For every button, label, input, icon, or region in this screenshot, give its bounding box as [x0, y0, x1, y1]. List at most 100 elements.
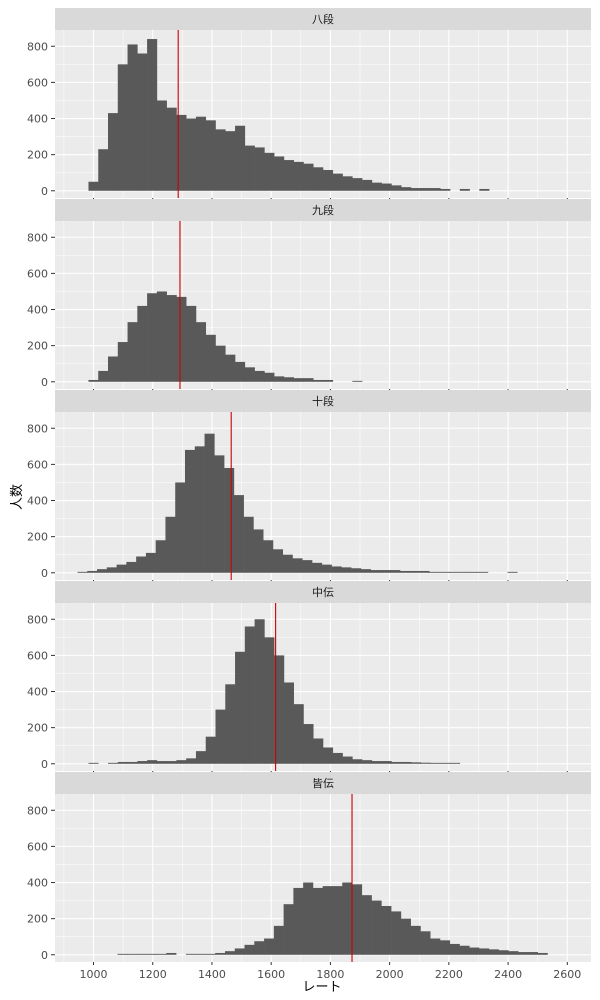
y-tick-label: 600: [27, 840, 48, 853]
histogram-bar: [88, 762, 99, 764]
histogram-bar: [186, 758, 197, 764]
y-tick-label: 0: [41, 567, 48, 580]
histogram-bar: [108, 762, 119, 764]
panels-layer: 八段 0 200 400 600 800 九段 0 200 400 600 800 十段 0 200 400 6…: [27, 8, 591, 965]
histogram-bar: [527, 952, 538, 955]
histogram-bar: [342, 176, 353, 191]
histogram-bar: [117, 64, 128, 191]
histogram-bar: [88, 379, 99, 382]
histogram-bar: [127, 953, 138, 955]
histogram-bar: [244, 626, 255, 764]
facet-strip-label: 八段: [312, 12, 334, 26]
histogram-bar: [283, 160, 294, 191]
histogram-bar: [225, 131, 236, 191]
histogram-bar: [370, 570, 381, 573]
histogram-bars: [77, 433, 518, 573]
x-tick-label: 2400: [494, 968, 522, 981]
histogram-bar: [313, 167, 324, 191]
histogram-bar: [204, 433, 215, 573]
histogram-bar: [147, 760, 158, 764]
histogram-bar: [274, 156, 285, 191]
histogram-bar: [166, 952, 177, 955]
histogram-bar: [399, 570, 411, 573]
histogram-bar: [391, 761, 402, 764]
histogram-bar: [293, 704, 304, 764]
histogram-bar: [137, 761, 148, 764]
y-tick-label: 800: [27, 422, 48, 435]
y-tick-label: 400: [27, 495, 48, 508]
histogram-bar: [449, 943, 460, 955]
histogram-bar: [302, 560, 313, 573]
histogram-bar: [77, 571, 88, 573]
y-axis-title: 人数: [10, 484, 25, 510]
x-tick-label: 1600: [257, 968, 285, 981]
histogram-bar: [323, 379, 334, 382]
x-tick-label: 1400: [198, 968, 226, 981]
histogram-bar: [352, 884, 363, 955]
histogram-bar: [264, 637, 275, 764]
histogram-bar: [323, 747, 334, 764]
histogram-bar: [272, 549, 284, 573]
histogram-bar: [323, 170, 334, 191]
histogram-bar: [381, 761, 392, 764]
y-tick-label: 600: [27, 649, 48, 662]
histogram-bar: [283, 377, 294, 382]
histogram-bar: [459, 188, 470, 191]
histogram-bar: [430, 188, 441, 191]
histogram-bar: [176, 296, 187, 382]
histogram-bar: [254, 370, 265, 382]
y-tick-label: 800: [27, 804, 48, 817]
histogram-bar: [362, 760, 373, 764]
y-tick-label: 200: [27, 531, 48, 544]
facet-strip: [55, 772, 591, 794]
histogram-bar: [263, 540, 274, 573]
histogram-bar: [283, 682, 294, 764]
histogram-bar: [303, 378, 314, 382]
histogram-bar: [165, 516, 176, 573]
histogram-bar: [235, 125, 246, 191]
histogram-bar: [322, 886, 333, 955]
histogram-bar: [332, 173, 343, 191]
histogram-bar: [391, 911, 402, 955]
histogram-bar: [186, 118, 197, 191]
histogram-bar: [282, 554, 293, 573]
histogram-bar: [215, 952, 226, 955]
histogram-bar: [410, 762, 422, 764]
histogram-bar: [342, 882, 353, 955]
histogram-bar: [127, 322, 138, 382]
histogram-bar: [225, 684, 236, 764]
histogram-bar: [273, 925, 284, 955]
histogram-bar: [430, 938, 441, 955]
histogram-bar: [469, 947, 480, 955]
histogram-bar: [156, 100, 167, 191]
panel-background: [55, 412, 591, 580]
y-tick-label: 0: [41, 949, 48, 962]
histogram-bar: [224, 468, 235, 573]
histogram-bar: [243, 516, 254, 573]
histogram-bar: [292, 558, 303, 573]
facet-panel-5: 皆伝 0 200 400 600 800: [27, 772, 591, 965]
histogram-bar: [147, 293, 158, 382]
histogram-bar: [145, 552, 156, 573]
histogram-bar: [313, 738, 324, 764]
histogram-bar: [332, 886, 343, 955]
histogram-bar: [440, 762, 451, 764]
y-tick-label: 400: [27, 686, 48, 699]
histogram-bar: [185, 953, 196, 955]
y-tick-label: 800: [27, 613, 48, 626]
y-tick-label: 0: [41, 185, 48, 198]
histogram-bar: [97, 569, 108, 573]
histogram-bars: [88, 39, 490, 191]
histogram-bar: [156, 953, 167, 955]
histogram-bar: [185, 449, 196, 573]
histogram-bar: [108, 113, 119, 191]
histogram-bar: [224, 951, 236, 955]
facet-strip-label: 皆伝: [312, 777, 334, 790]
histogram-bar: [312, 887, 324, 955]
histogram-bar: [106, 567, 117, 573]
histogram-bar: [155, 540, 166, 573]
histogram-bar: [283, 904, 294, 955]
facet-panel-2: 九段 0 200 400 600 800: [27, 199, 591, 392]
y-tick-label: 200: [27, 340, 48, 353]
facet-strip: [55, 390, 591, 412]
